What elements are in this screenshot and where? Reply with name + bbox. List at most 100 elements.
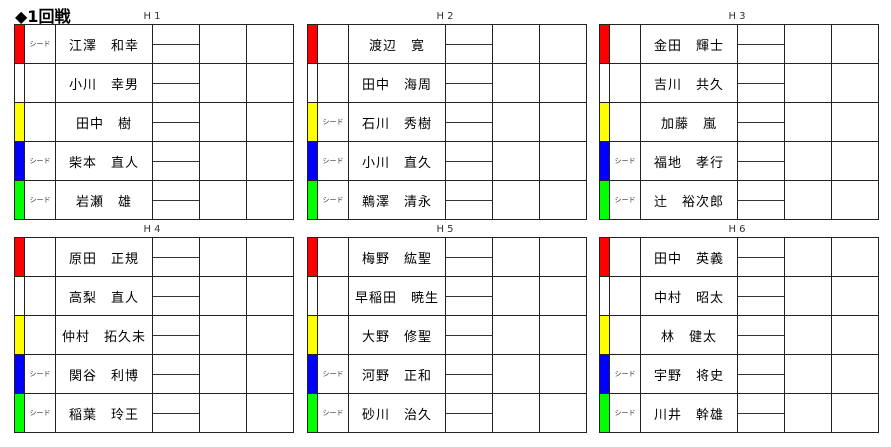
player-row: 高梨 直人 xyxy=(14,276,294,316)
result-cell xyxy=(199,63,247,103)
result-cell xyxy=(246,180,294,220)
player-name: 川井 幹雄 xyxy=(640,393,738,433)
seed-label xyxy=(317,24,349,64)
color-strip xyxy=(307,237,318,277)
result-cell xyxy=(539,63,587,103)
player-name: 小川 幸男 xyxy=(55,63,153,103)
bracket-line xyxy=(446,374,492,375)
result-cell xyxy=(539,180,587,220)
bracket-line xyxy=(153,200,199,201)
result-cell xyxy=(784,180,832,220)
player-name: 田中 海周 xyxy=(348,63,446,103)
seed-label: シード xyxy=(24,24,56,64)
seed-label xyxy=(317,63,349,103)
player-name: 石川 秀樹 xyxy=(348,102,446,142)
color-strip xyxy=(599,237,610,277)
result-cell xyxy=(246,141,294,181)
result-cell xyxy=(246,315,294,355)
color-strip xyxy=(599,354,610,394)
color-strip xyxy=(599,24,610,64)
player-name: 柴本 直人 xyxy=(55,141,153,181)
result-cell xyxy=(246,354,294,394)
color-strip xyxy=(599,102,610,142)
player-row: 吉川 共久 xyxy=(599,63,879,103)
group-label: H 3 xyxy=(728,11,746,22)
player-row: 原田 正規 xyxy=(14,237,294,277)
bracket-cell xyxy=(737,102,785,142)
result-cell xyxy=(492,393,540,433)
player-row: 早稲田 暁生 xyxy=(307,276,587,316)
player-row: シード 石川 秀樹 xyxy=(307,102,587,142)
group-table: シード 江澤 和幸 小川 幸男 田中 樹シード 柴本 直人 シード 岩瀬 雄 xyxy=(14,24,294,220)
player-name: 宇野 将史 xyxy=(640,354,738,394)
result-cell xyxy=(199,141,247,181)
seed-label xyxy=(24,276,56,316)
player-name: 辻 裕次郎 xyxy=(640,180,738,220)
color-strip xyxy=(14,180,25,220)
seed-label: シード xyxy=(317,393,349,433)
player-name: 稲葉 玲王 xyxy=(55,393,153,433)
result-cell xyxy=(492,354,540,394)
seed-label xyxy=(24,63,56,103)
player-name: 原田 正規 xyxy=(55,237,153,277)
result-cell xyxy=(492,141,540,181)
bracket-line xyxy=(446,257,492,258)
bracket-line xyxy=(153,122,199,123)
bracket-cell xyxy=(737,63,785,103)
player-name: 田中 樹 xyxy=(55,102,153,142)
bracket-cell xyxy=(152,393,200,433)
bracket-line xyxy=(446,200,492,201)
result-cell xyxy=(784,102,832,142)
bracket-line xyxy=(153,413,199,414)
player-name: 梅野 紘聖 xyxy=(348,237,446,277)
result-cell xyxy=(831,180,879,220)
result-cell xyxy=(492,24,540,64)
player-row: シード 川井 幹雄 xyxy=(599,393,879,433)
bracket-cell xyxy=(445,180,493,220)
color-strip xyxy=(14,393,25,433)
bracket-line xyxy=(446,83,492,84)
group-table: 渡辺 寛田中 海周 シード 石川 秀樹 シード 小川 直久 シード 鵜澤 清永 xyxy=(307,24,587,220)
bracket-cell xyxy=(737,24,785,64)
seed-label xyxy=(609,276,641,316)
player-name: 高梨 直人 xyxy=(55,276,153,316)
result-cell xyxy=(246,24,294,64)
bracket-cell xyxy=(737,141,785,181)
color-strip xyxy=(14,315,25,355)
bracket-line xyxy=(153,44,199,45)
bracket-cell xyxy=(445,63,493,103)
bracket-cell xyxy=(737,276,785,316)
seed-label: シード xyxy=(609,180,641,220)
seed-label: シード xyxy=(317,354,349,394)
player-name: 砂川 治久 xyxy=(348,393,446,433)
color-strip xyxy=(14,63,25,103)
bracket-line xyxy=(446,44,492,45)
bracket-line xyxy=(738,44,784,45)
result-cell xyxy=(246,102,294,142)
bracket-line xyxy=(738,83,784,84)
player-row: シード 砂川 治久 xyxy=(307,393,587,433)
player-row: シード 小川 直久 xyxy=(307,141,587,181)
result-cell xyxy=(246,393,294,433)
player-row: シード 岩瀬 雄 xyxy=(14,180,294,220)
color-strip xyxy=(14,237,25,277)
color-strip xyxy=(307,354,318,394)
result-cell xyxy=(784,354,832,394)
player-name: 河野 正和 xyxy=(348,354,446,394)
seed-label xyxy=(609,102,641,142)
player-row: 小川 幸男 xyxy=(14,63,294,103)
color-strip xyxy=(307,276,318,316)
player-row: 金田 輝士 xyxy=(599,24,879,64)
color-strip xyxy=(599,141,610,181)
player-name: 福地 孝行 xyxy=(640,141,738,181)
seed-label xyxy=(24,237,56,277)
result-cell xyxy=(539,24,587,64)
result-cell xyxy=(831,141,879,181)
result-cell xyxy=(539,237,587,277)
color-strip xyxy=(599,63,610,103)
group-label: H 5 xyxy=(436,224,454,235)
color-strip xyxy=(307,315,318,355)
result-cell xyxy=(539,393,587,433)
player-name: 田中 英義 xyxy=(640,237,738,277)
group-table: 梅野 紘聖 早稲田 暁生 大野 修聖 シード 河野 正和 シード 砂川 治久 xyxy=(307,237,587,433)
